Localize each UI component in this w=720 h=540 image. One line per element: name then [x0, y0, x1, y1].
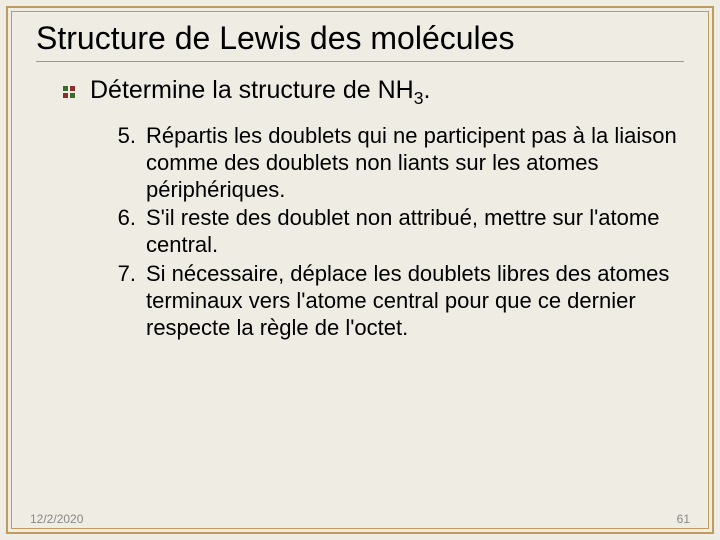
list-item: 7. Si nécessaire, déplace les doublets l…: [96, 261, 684, 341]
slide-content: Structure de Lewis des molécules Détermi…: [0, 0, 720, 540]
bullet-icon: [62, 85, 78, 106]
list-item: 5. Répartis les doublets qui ne particip…: [96, 123, 684, 203]
subtitle: Détermine la structure de NH3.: [90, 76, 430, 109]
list-text: Si nécessaire, déplace les doublets libr…: [146, 261, 684, 341]
numbered-list: 5. Répartis les doublets qui ne particip…: [36, 123, 684, 342]
list-number: 6.: [96, 205, 146, 259]
list-text: Répartis les doublets qui ne participent…: [146, 123, 684, 203]
list-text: S'il reste des doublet non attribué, met…: [146, 205, 684, 259]
subtitle-sub: 3: [414, 88, 424, 108]
list-item: 6. S'il reste des doublet non attribué, …: [96, 205, 684, 259]
footer-date: 12/2/2020: [30, 512, 83, 526]
page-title: Structure de Lewis des molécules: [36, 20, 684, 62]
subtitle-row: Détermine la structure de NH3.: [36, 76, 684, 109]
list-number: 7.: [96, 261, 146, 341]
subtitle-text-post: .: [423, 76, 430, 104]
footer-page-number: 61: [677, 512, 690, 526]
subtitle-text-pre: Détermine la structure de NH: [90, 76, 414, 104]
list-number: 5.: [96, 123, 146, 203]
